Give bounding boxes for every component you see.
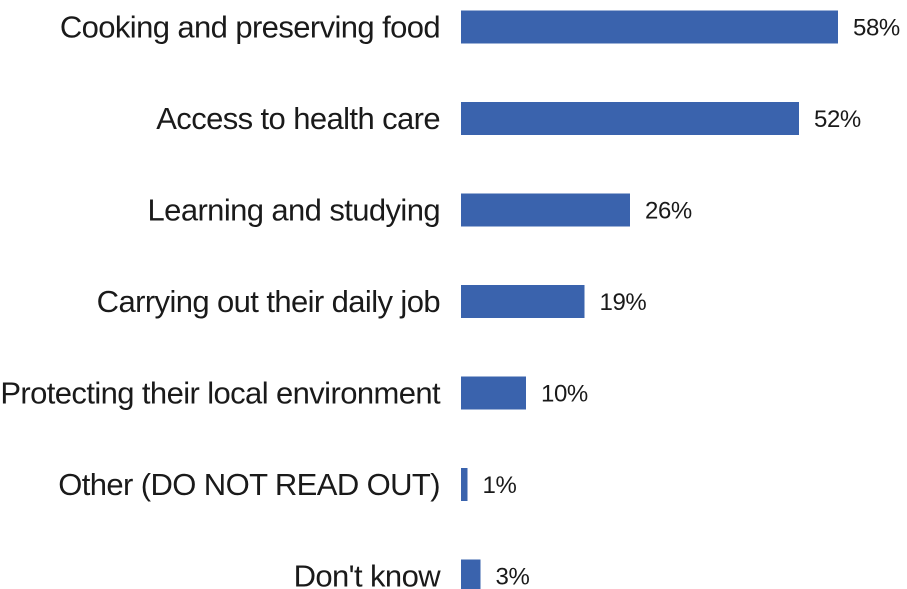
bars-layer [461, 10, 838, 589]
value-label-2: 26% [645, 198, 692, 225]
value-label-0: 58% [853, 15, 900, 42]
value-labels: 58% 52% 26% 19% 10% 1% 3% [483, 15, 901, 589]
value-label-5: 1% [483, 472, 517, 499]
value-label-3: 19% [600, 289, 647, 316]
category-label-2: Learning and studying [148, 193, 440, 228]
category-label-3: Carrying out their daily job [97, 284, 440, 319]
bar-0 [461, 10, 838, 44]
bar-5 [461, 468, 468, 501]
category-label-0: Cooking and preserving food [60, 10, 440, 45]
category-label-4: Protecting their local environment [0, 376, 441, 411]
value-label-1: 52% [814, 106, 861, 133]
category-label-6: Don't know [294, 559, 442, 589]
value-label-4: 10% [541, 381, 588, 408]
category-label-5: Other (DO NOT READ OUT) [58, 467, 440, 502]
category-label-1: Access to health care [156, 101, 440, 136]
bar-3 [461, 285, 585, 318]
bar-2 [461, 193, 630, 227]
bar-1 [461, 102, 799, 135]
value-label-6: 3% [496, 564, 530, 589]
category-labels: Cooking and preserving food Access to hea… [0, 10, 441, 589]
bar-6 [461, 559, 481, 589]
bar-4 [461, 376, 526, 410]
